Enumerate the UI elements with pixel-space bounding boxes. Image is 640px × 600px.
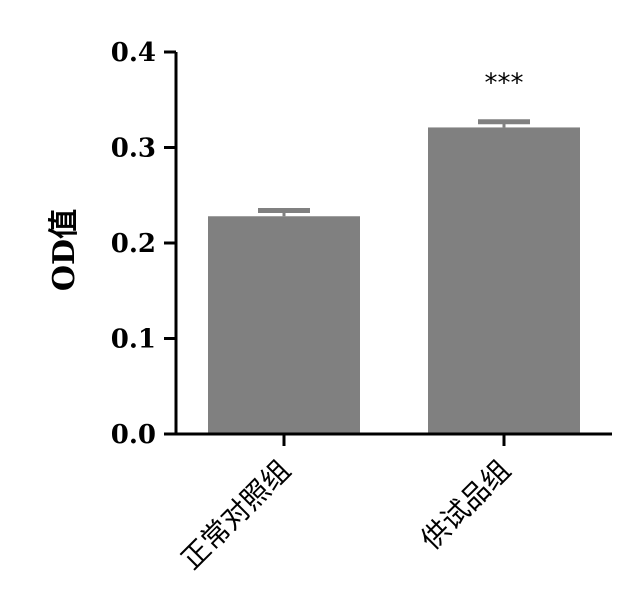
y-tick-label: 0.3 bbox=[111, 134, 156, 164]
bars: *** bbox=[208, 69, 580, 434]
y-axis-ticks: 0.0 0.1 0.2 0.3 0.4 bbox=[111, 38, 176, 450]
x-tick-label: 正常对照组 bbox=[175, 454, 297, 576]
y-tick-label: 0.2 bbox=[111, 229, 156, 259]
bar bbox=[208, 216, 360, 434]
bar bbox=[428, 127, 580, 434]
y-tick-label: 0.0 bbox=[111, 420, 156, 450]
x-tick-label: 供试品组 bbox=[414, 454, 517, 557]
y-axis-label: OD值 bbox=[47, 209, 82, 291]
significance-marker: *** bbox=[485, 69, 524, 99]
y-tick-label: 0.4 bbox=[111, 38, 156, 68]
x-axis-ticks: 正常对照组 供试品组 bbox=[175, 434, 517, 576]
y-tick-label: 0.1 bbox=[111, 325, 156, 355]
